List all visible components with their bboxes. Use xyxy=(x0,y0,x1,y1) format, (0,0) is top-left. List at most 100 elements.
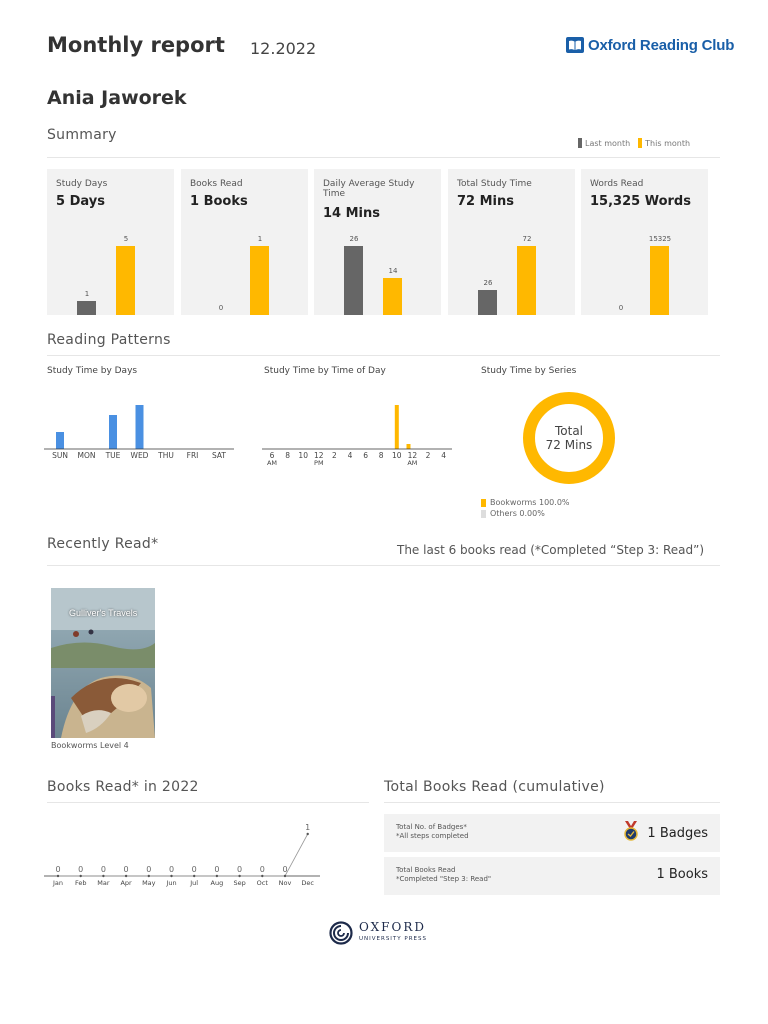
day-tick-label: TUE xyxy=(105,451,121,460)
time-tick-label: 6 xyxy=(270,451,275,460)
patterns-title: Reading Patterns xyxy=(47,332,171,348)
summary-card-value: 14 Mins xyxy=(323,206,381,221)
time-tick-label: 10 xyxy=(298,451,308,460)
year-value-label: 0 xyxy=(169,865,174,874)
summary-bar-last xyxy=(478,290,497,315)
summary-bar-this xyxy=(250,246,269,315)
year-month-label: Nov xyxy=(279,879,292,887)
badge-medal-icon xyxy=(624,821,638,841)
summary-bar-label-this: 1 xyxy=(257,235,263,243)
books-total-box: Total Books Read *Completed "Step 3: Rea… xyxy=(384,857,720,895)
day-tick-label: SUN xyxy=(52,451,68,460)
badges-label: Total No. of Badges* *All steps complete… xyxy=(396,823,469,841)
summary-card-value: 1 Books xyxy=(190,194,248,209)
badges-box: Total No. of Badges* *All steps complete… xyxy=(384,814,720,852)
day-tick-label: SAT xyxy=(212,451,226,460)
year-month-label: Oct xyxy=(257,879,269,887)
series-swatch-others xyxy=(481,509,486,518)
summary-bar-this xyxy=(517,246,536,315)
year-month-label: Apr xyxy=(120,879,132,887)
summary-card-label: Daily Average Study Time xyxy=(323,179,415,199)
year-month-label: Jan xyxy=(52,879,63,887)
books-year-title: Books Read* in 2022 xyxy=(47,779,199,795)
legend-swatch-last xyxy=(578,138,582,148)
summary-bar-label-this: 72 xyxy=(522,235,532,243)
summary-card: Books Read 1 Books 0 1 xyxy=(181,169,308,315)
year-point xyxy=(215,874,219,878)
summary-card-value: 15,325 Words xyxy=(590,194,691,209)
recent-divider xyxy=(47,565,720,566)
summary-card-value: 5 Days xyxy=(56,194,105,209)
donut-center-title: Total xyxy=(554,424,584,438)
year-point xyxy=(193,874,196,878)
day-bar xyxy=(109,415,117,449)
summary-bar-label-this: 14 xyxy=(388,267,398,275)
oxford-line2: UNIVERSITY PRESS xyxy=(359,935,427,942)
year-value-label: 0 xyxy=(78,865,83,874)
year-value-label: 0 xyxy=(192,865,197,874)
time-tick-label: 8 xyxy=(285,451,290,460)
year-month-label: Dec xyxy=(301,879,314,887)
year-series-line xyxy=(58,833,309,877)
summary-card: Total Study Time 72 Mins 26 72 xyxy=(448,169,575,315)
page-title: Monthly report xyxy=(47,33,225,57)
summary-bar-this xyxy=(383,278,402,315)
report-date: 12.2022 xyxy=(250,39,317,58)
summary-bar-label-this: 5 xyxy=(123,235,129,243)
legend-this-label: This month xyxy=(645,138,691,148)
year-point xyxy=(306,832,309,836)
badges-label-sub: *All steps completed xyxy=(396,832,469,840)
cumulative-title: Total Books Read (cumulative) xyxy=(384,779,605,795)
summary-bar-this xyxy=(116,246,135,315)
hour-bar xyxy=(406,444,411,449)
year-value-label: 1 xyxy=(305,823,310,832)
books-total-label: Total Books Read *Completed "Step 3: Rea… xyxy=(396,866,491,884)
oxford-emblem-icon xyxy=(329,921,353,945)
year-point xyxy=(79,874,82,878)
time-tick-label: 2 xyxy=(426,451,431,460)
year-point xyxy=(283,874,287,878)
books-total-label-sub: *Completed "Step 3: Read" xyxy=(396,875,492,883)
summary-bar-last xyxy=(77,301,96,315)
summary-card: Words Read 15,325 Words 0 15325 xyxy=(581,169,708,315)
open-book-icon xyxy=(566,37,584,53)
time-tick-label: 6 xyxy=(363,451,368,460)
year-value-label: 0 xyxy=(282,865,287,874)
summary-bar-last xyxy=(344,246,363,315)
summary-bar-label-last: 0 xyxy=(218,304,224,312)
oxford-wordmark: OXFORD UNIVERSITY PRESS xyxy=(359,921,427,944)
book-cover[interactable]: Gulliver's Travels xyxy=(51,588,155,738)
year-point xyxy=(102,874,105,878)
summary-bar-label-last: 26 xyxy=(483,279,493,287)
time-tick-sublabel: PM xyxy=(314,459,324,467)
legend-last-label: Last month xyxy=(585,138,631,148)
year-month-label: Feb xyxy=(75,879,87,887)
books-total-value: 1 Books xyxy=(656,867,708,882)
brand-logo: Oxford Reading Club xyxy=(566,35,734,55)
time-tick-label: 12 xyxy=(314,451,324,460)
summary-card-label: Study Days xyxy=(56,179,108,189)
time-tick-label: 8 xyxy=(379,451,384,460)
days-chart-title: Study Time by Days xyxy=(47,366,138,376)
year-point xyxy=(56,874,60,878)
series-swatch-bookworms xyxy=(481,498,486,507)
oxford-logo: OXFORD UNIVERSITY PRESS xyxy=(329,921,427,945)
summary-card-label: Total Study Time xyxy=(457,179,532,189)
year-value-label: 0 xyxy=(124,865,129,874)
badges-value: 1 Badges xyxy=(647,826,708,841)
year-value-label: 0 xyxy=(260,865,265,874)
recent-title: Recently Read* xyxy=(47,536,159,552)
day-tick-label: FRI xyxy=(187,451,199,460)
year-month-label: Jun xyxy=(165,879,176,887)
books-total-label-text: Total Books Read xyxy=(396,866,456,874)
series-legend-others: Others 0.00% xyxy=(481,508,570,519)
series-label-bookworms: Bookworms 100.0% xyxy=(490,498,570,507)
donut-center: Total 72 Mins xyxy=(518,424,620,452)
year-point xyxy=(238,874,241,878)
year-month-label: Sep xyxy=(233,879,245,887)
summary-divider xyxy=(47,157,720,158)
summary-card-value: 72 Mins xyxy=(457,194,515,209)
study-time-by-series-donut xyxy=(523,392,615,484)
year-point xyxy=(170,874,173,878)
